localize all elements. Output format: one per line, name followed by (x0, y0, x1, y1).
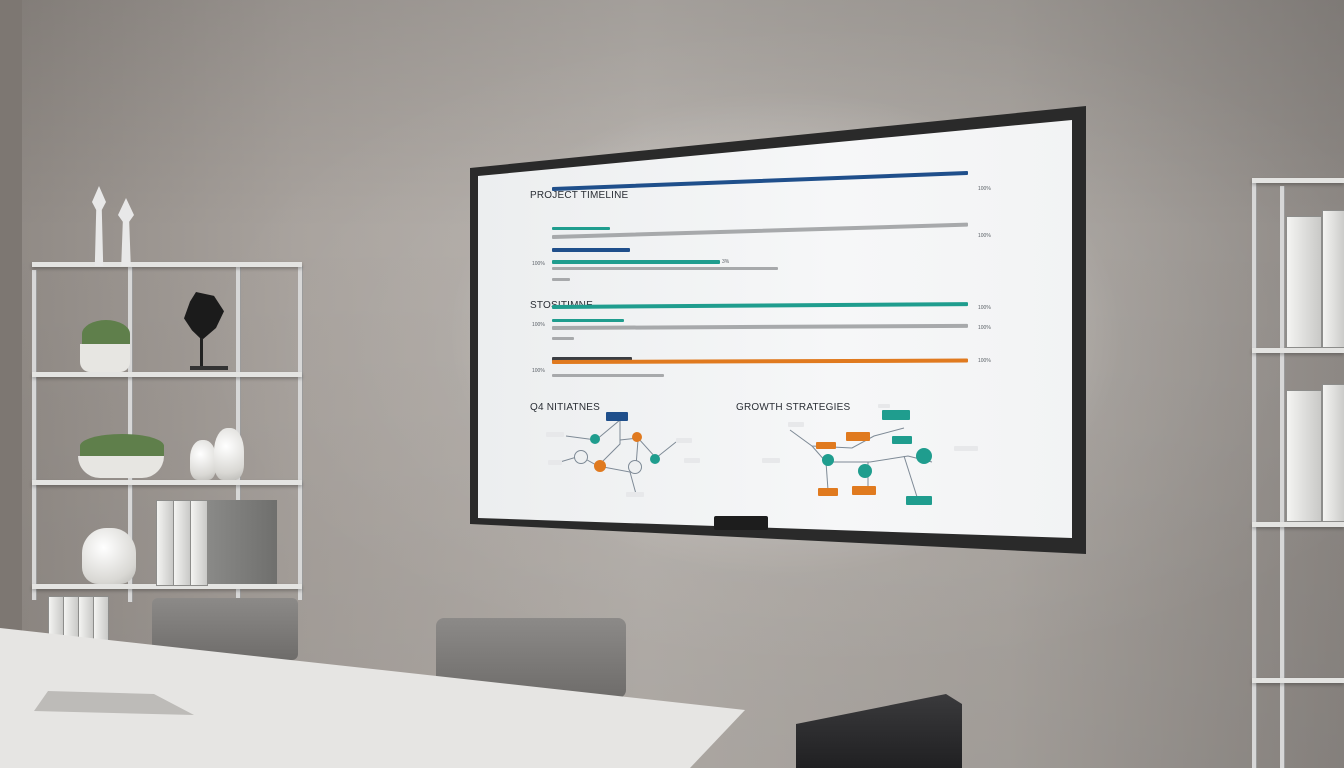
diagram-tag (878, 404, 890, 408)
diagram-box (606, 412, 628, 421)
diagram-box (816, 442, 836, 449)
diagram-box (892, 436, 912, 444)
diagram-tag (788, 422, 804, 427)
left-wall-edge (0, 0, 22, 768)
timeline-value: 100% (978, 186, 991, 192)
diagram-node (916, 448, 932, 464)
stosi-value: 100% (978, 358, 991, 364)
stosi-bar (552, 337, 574, 340)
shelf-board (1252, 178, 1344, 183)
shelf-board (1252, 522, 1344, 527)
flower-pot-icon (80, 434, 164, 458)
timeline-value: 100% (978, 233, 991, 239)
figurine (118, 198, 134, 266)
timeline-bar (552, 227, 610, 230)
right-shelf (1252, 178, 1344, 768)
diagram-node (628, 460, 642, 474)
timeline-value: 3% (722, 259, 730, 265)
figurine (92, 186, 106, 266)
shelf-board (1252, 678, 1344, 683)
stosi-bar (552, 374, 664, 377)
diagram-tag (548, 460, 562, 465)
vase-icon (214, 428, 244, 480)
diagram-tag (546, 432, 564, 437)
diagram-box (882, 410, 910, 420)
binder-icon (1322, 210, 1344, 348)
diagram-node (590, 434, 600, 444)
timeline-label: 100% (532, 261, 545, 267)
stosi-label: 100% (532, 322, 545, 328)
flower-pot-icon (82, 320, 130, 348)
diagram-box (852, 486, 876, 495)
timeline-bar (552, 278, 570, 281)
section-title-growth-strategies: GROWTH STRATEGIES (736, 402, 851, 413)
stosi-value: 100% (978, 305, 991, 311)
sculpture-base (190, 366, 228, 370)
monitor-camera-bar (714, 516, 768, 530)
shelf-board (32, 262, 302, 267)
diagram-box (818, 488, 838, 496)
vase-icon (82, 528, 136, 584)
timeline-bar (552, 248, 630, 252)
shelf-post (32, 270, 36, 600)
diagram-tag (626, 492, 644, 497)
timeline-bar (552, 267, 778, 270)
stosi-value: 100% (978, 325, 991, 331)
diagram-tag (954, 446, 978, 451)
diagram-node (574, 450, 588, 464)
diagram-tag (676, 438, 692, 443)
diagram-node (858, 464, 872, 478)
binder-box (207, 500, 277, 584)
diagram-node (650, 454, 660, 464)
section-title-q4-initiatives: Q4 NITIATNES (530, 402, 601, 413)
timeline-bar (552, 260, 720, 264)
stosi-bar (552, 319, 624, 322)
vase-icon (190, 440, 216, 480)
shelf-post (128, 262, 132, 602)
diagram-node (632, 432, 642, 442)
shelf-board (32, 584, 302, 589)
stosi-label: 100% (532, 368, 545, 374)
diagram-tag (762, 458, 780, 463)
plant-pot (80, 344, 130, 372)
sculpture-stand (200, 338, 203, 368)
shelf-post (1252, 178, 1256, 768)
binder-icon (1286, 216, 1322, 348)
plant-bowl (78, 456, 164, 478)
diagram-box (846, 432, 870, 441)
diagram-box (906, 496, 932, 505)
binder-icon (1286, 390, 1322, 522)
shelf-board (32, 372, 302, 377)
diagram-tag (684, 458, 700, 463)
binder-icon (1322, 384, 1344, 522)
shelf-board (32, 480, 302, 485)
section-title-project-timeline: PROJECT TIMELINE (530, 190, 629, 201)
diagram-node (822, 454, 834, 466)
diagram-node (594, 460, 606, 472)
shelf-post (1280, 186, 1284, 768)
shelf-post (298, 266, 302, 600)
shelf-board (1252, 348, 1344, 353)
